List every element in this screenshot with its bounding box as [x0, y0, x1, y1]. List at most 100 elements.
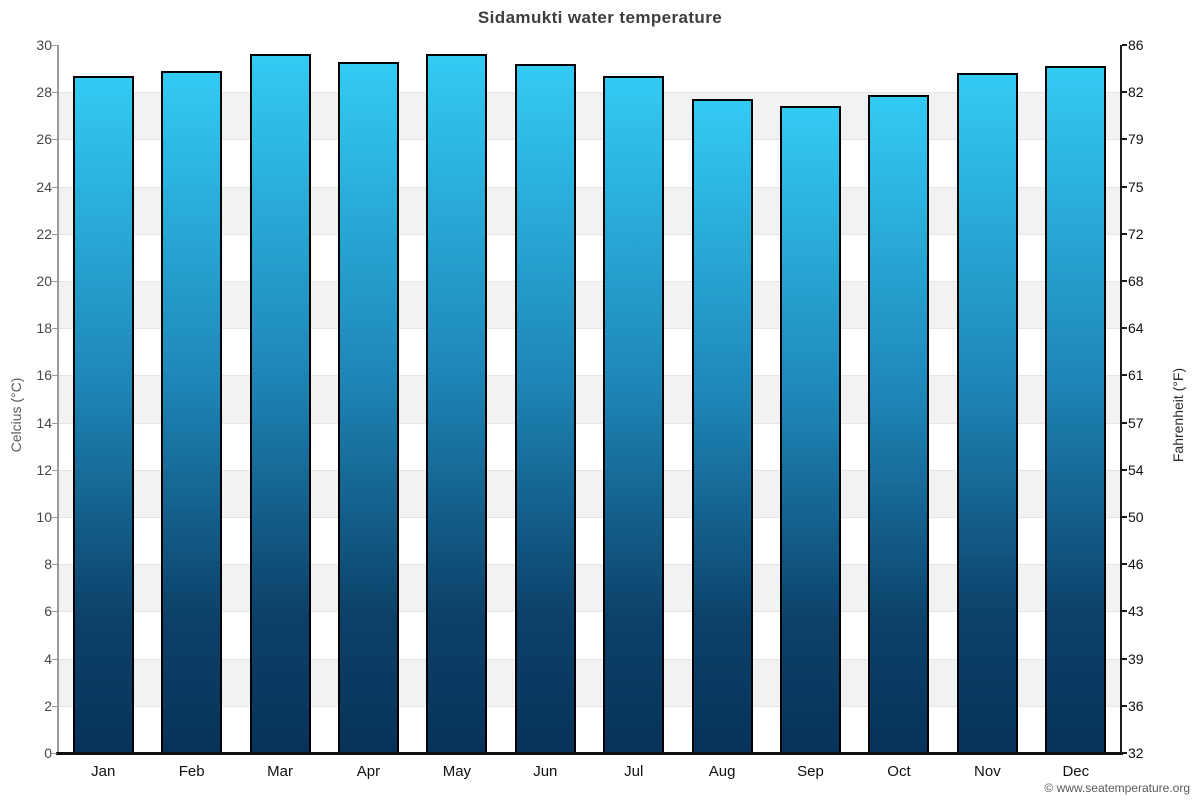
gridline — [59, 139, 1120, 141]
y-tick-mark-right — [1122, 44, 1127, 46]
y-tick-mark-left — [52, 564, 57, 566]
y-tick-label-fahrenheit: 43 — [1128, 603, 1144, 620]
y-tick-mark-right — [1122, 610, 1127, 613]
bar-apr — [337, 61, 399, 753]
plot-band — [59, 422, 1120, 470]
y-tick-mark-right — [1122, 138, 1127, 141]
plot-band — [59, 658, 1120, 706]
gridline — [59, 517, 1120, 518]
y-tick-mark-left — [52, 186, 57, 188]
y-tick-mark-left — [52, 753, 57, 754]
y-tick-mark-right — [1122, 185, 1127, 188]
y-tick-label-celsius: 18 — [36, 320, 52, 337]
y-tick-mark-left — [52, 92, 57, 94]
bar-jan — [72, 75, 134, 753]
plot-band — [59, 517, 1120, 565]
plot-band — [59, 281, 1120, 329]
y-tick-mark-left — [52, 469, 57, 471]
y-tick-label-fahrenheit: 79 — [1128, 131, 1144, 148]
y-tick-label-fahrenheit: 32 — [1128, 745, 1144, 761]
y-tick-mark-right — [1122, 232, 1127, 235]
y-tick-mark-left — [52, 139, 57, 141]
y-tick-label-celsius: 24 — [36, 178, 52, 195]
y-tick-mark-left — [52, 658, 57, 660]
plot-band — [59, 705, 1120, 753]
y-tick-mark-right — [1122, 563, 1127, 566]
y-tick-mark-left — [52, 422, 57, 424]
gridline — [59, 92, 1120, 94]
gridline — [59, 564, 1120, 566]
y-tick-mark-right — [1122, 280, 1127, 282]
y-tick-label-celsius: 8 — [44, 556, 52, 573]
y-tick-label-celsius: 4 — [44, 650, 52, 667]
y-tick-label-fahrenheit: 61 — [1128, 367, 1144, 384]
x-tick-label-feb: Feb — [178, 763, 205, 780]
x-tick-label-dec: Dec — [1062, 763, 1090, 780]
y-tick-label-fahrenheit: 39 — [1128, 650, 1144, 667]
gridline — [59, 469, 1120, 471]
y-tick-label-fahrenheit: 46 — [1128, 556, 1144, 573]
bar-aug — [691, 99, 753, 753]
y-tick-mark-left — [52, 281, 57, 282]
gridline — [59, 233, 1120, 235]
y-tick-mark-right — [1122, 374, 1127, 377]
y-tick-label-fahrenheit: 50 — [1128, 509, 1144, 525]
y-tick-mark-right — [1122, 91, 1127, 94]
y-tick-label-fahrenheit: 75 — [1128, 178, 1144, 195]
y-tick-mark-left — [52, 705, 57, 707]
gridline — [59, 375, 1120, 377]
gridline — [59, 705, 1120, 707]
y-tick-label-celsius: 30 — [36, 37, 52, 53]
plot-band — [59, 233, 1120, 281]
y-tick-mark-left — [52, 375, 57, 377]
bar-mar — [249, 54, 311, 753]
gridline — [59, 186, 1120, 188]
x-tick-label-may: May — [442, 763, 472, 780]
x-tick-label-oct: Oct — [887, 763, 911, 780]
y-tick-label-celsius: 16 — [36, 367, 52, 384]
plot-band — [59, 375, 1120, 423]
x-tick-label-jul: Jul — [624, 763, 644, 780]
gridline — [59, 422, 1120, 424]
y-tick-label-fahrenheit: 68 — [1128, 273, 1144, 289]
y-tick-label-celsius: 26 — [36, 131, 52, 148]
y-tick-label-celsius: 12 — [36, 461, 52, 478]
x-tick-label-apr: Apr — [356, 763, 381, 780]
y-tick-mark-right — [1122, 704, 1127, 707]
plot-band — [59, 92, 1120, 140]
bar-jul — [603, 75, 665, 753]
y-axis-line-right — [1120, 45, 1122, 753]
y-tick-label-fahrenheit: 82 — [1128, 84, 1144, 101]
bar-feb — [161, 70, 223, 753]
y-tick-mark-right — [1122, 327, 1127, 330]
y-tick-mark-right — [1122, 657, 1127, 660]
y-tick-mark-right — [1122, 516, 1127, 518]
y-tick-label-celsius: 28 — [36, 84, 52, 101]
y-tick-label-celsius: 14 — [36, 414, 52, 431]
y-tick-label-fahrenheit: 86 — [1128, 37, 1144, 53]
y-tick-mark-left — [52, 45, 57, 46]
x-tick-label-aug: Aug — [708, 763, 736, 780]
y-tick-mark-left — [52, 233, 57, 235]
y-tick-label-celsius: 2 — [44, 697, 52, 714]
bar-oct — [868, 94, 930, 753]
plot-band — [59, 564, 1120, 612]
bar-jun — [514, 63, 576, 753]
y-tick-label-celsius: 22 — [36, 225, 52, 242]
x-axis-line — [56, 752, 1123, 755]
y-tick-mark-right — [1122, 421, 1127, 424]
y-tick-mark-right — [1122, 468, 1127, 471]
gridline — [59, 658, 1120, 660]
plot-band — [59, 139, 1120, 187]
y-tick-label-fahrenheit: 57 — [1128, 414, 1144, 431]
bar-may — [426, 54, 488, 753]
bar-sep — [780, 106, 842, 753]
plot-band — [59, 186, 1120, 234]
y-tick-label-fahrenheit: 64 — [1128, 320, 1144, 337]
y-axis-line-left — [57, 45, 59, 753]
y-tick-label-fahrenheit: 54 — [1128, 461, 1144, 478]
x-tick-label-mar: Mar — [267, 763, 293, 780]
y-tick-label-celsius: 0 — [44, 745, 52, 761]
gridline — [59, 611, 1120, 613]
